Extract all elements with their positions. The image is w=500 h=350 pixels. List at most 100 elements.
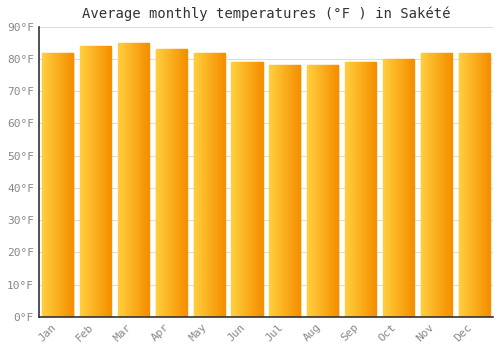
Bar: [255, 62, 256, 317]
Bar: [121, 43, 122, 317]
Bar: [181, 49, 182, 317]
Bar: [439, 52, 440, 317]
Bar: [427, 52, 428, 317]
Bar: [140, 43, 141, 317]
Bar: [276, 65, 277, 317]
Bar: [398, 59, 399, 317]
Bar: [470, 52, 471, 317]
Bar: [394, 59, 396, 317]
Bar: [258, 62, 259, 317]
Bar: [282, 65, 283, 317]
Bar: [314, 65, 316, 317]
Bar: [329, 65, 330, 317]
Bar: [235, 62, 236, 317]
Bar: [72, 52, 74, 317]
Bar: [272, 65, 273, 317]
Bar: [119, 43, 120, 317]
Bar: [254, 62, 255, 317]
Bar: [325, 65, 326, 317]
Bar: [88, 46, 89, 317]
Bar: [96, 46, 97, 317]
Bar: [160, 49, 162, 317]
Bar: [285, 65, 286, 317]
Bar: [107, 46, 108, 317]
Bar: [237, 62, 238, 317]
Bar: [435, 52, 436, 317]
Bar: [352, 62, 353, 317]
Bar: [481, 52, 482, 317]
Bar: [89, 46, 90, 317]
Bar: [483, 52, 484, 317]
Bar: [355, 62, 356, 317]
Bar: [126, 43, 127, 317]
Bar: [210, 52, 211, 317]
Bar: [52, 52, 53, 317]
Bar: [386, 59, 387, 317]
Bar: [173, 49, 174, 317]
Bar: [219, 52, 220, 317]
Bar: [387, 59, 388, 317]
Bar: [476, 52, 477, 317]
Bar: [201, 52, 202, 317]
Bar: [397, 59, 398, 317]
Bar: [392, 59, 393, 317]
Bar: [174, 49, 175, 317]
Bar: [55, 52, 56, 317]
Bar: [423, 52, 424, 317]
Bar: [44, 52, 46, 317]
Bar: [80, 46, 82, 317]
Bar: [134, 43, 136, 317]
Bar: [91, 46, 92, 317]
Bar: [143, 43, 144, 317]
Bar: [412, 59, 414, 317]
Bar: [317, 65, 318, 317]
Bar: [487, 52, 488, 317]
Bar: [158, 49, 159, 317]
Bar: [248, 62, 249, 317]
Bar: [48, 52, 49, 317]
Bar: [482, 52, 483, 317]
Bar: [331, 65, 332, 317]
Bar: [442, 52, 443, 317]
Bar: [310, 65, 311, 317]
Bar: [458, 52, 459, 317]
Bar: [218, 52, 219, 317]
Bar: [103, 46, 104, 317]
Bar: [256, 62, 257, 317]
Bar: [363, 62, 364, 317]
Bar: [407, 59, 408, 317]
Bar: [60, 52, 61, 317]
Bar: [242, 62, 244, 317]
Bar: [212, 52, 213, 317]
Bar: [273, 65, 274, 317]
Bar: [67, 52, 68, 317]
Bar: [334, 65, 335, 317]
Bar: [90, 46, 91, 317]
Bar: [471, 52, 472, 317]
Bar: [124, 43, 126, 317]
Bar: [65, 52, 66, 317]
Bar: [58, 52, 59, 317]
Bar: [311, 65, 312, 317]
Bar: [82, 46, 83, 317]
Bar: [216, 52, 217, 317]
Bar: [280, 65, 281, 317]
Bar: [120, 43, 121, 317]
Bar: [62, 52, 64, 317]
Bar: [259, 62, 260, 317]
Bar: [139, 43, 140, 317]
Bar: [94, 46, 95, 317]
Bar: [464, 52, 465, 317]
Bar: [336, 65, 337, 317]
Bar: [469, 52, 470, 317]
Bar: [169, 49, 170, 317]
Bar: [175, 49, 176, 317]
Bar: [271, 65, 272, 317]
Bar: [69, 52, 70, 317]
Bar: [61, 52, 62, 317]
Bar: [358, 62, 360, 317]
Bar: [46, 52, 47, 317]
Bar: [433, 52, 434, 317]
Bar: [178, 49, 180, 317]
Bar: [247, 62, 248, 317]
